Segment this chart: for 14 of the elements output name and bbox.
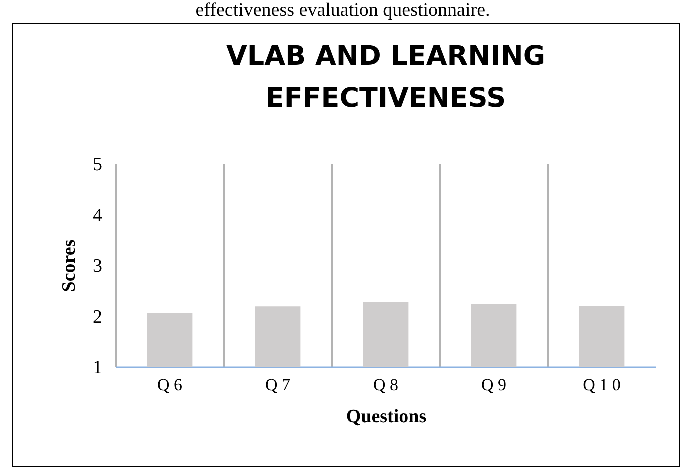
- y-axis-title: Scores: [59, 240, 80, 292]
- x-tick-label: Q 7: [265, 376, 292, 394]
- x-axis-title: Questions: [346, 406, 427, 428]
- x-tick-label: Q 6: [157, 376, 183, 394]
- y-tick-label: 1: [93, 358, 102, 378]
- x-tick-label: Q 1 0: [583, 376, 621, 394]
- y-tick-label: 3: [93, 256, 102, 277]
- x-tick-label: Q 9: [481, 376, 507, 394]
- y-tick-label: 5: [93, 154, 102, 176]
- y-tick-label: 4: [93, 205, 103, 226]
- text: effectiveness evaluation questionnaire.: [194, 0, 492, 22]
- y-tick-label: 2: [93, 306, 102, 328]
- x-tick-label: Q 8: [373, 376, 399, 394]
- chart-title: VLAB AND LEARNING EFFECTIVENESS: [226, 41, 546, 114]
